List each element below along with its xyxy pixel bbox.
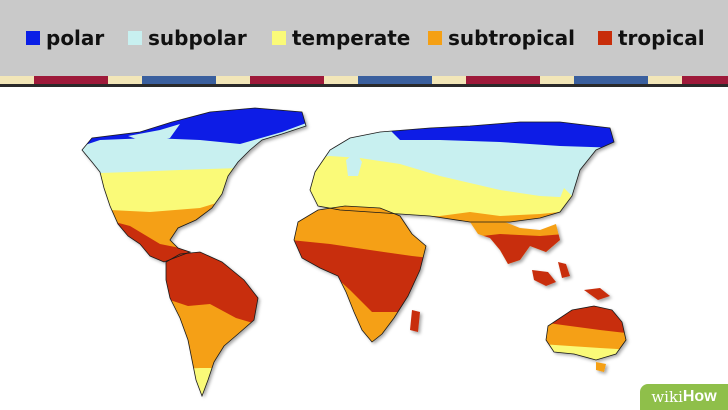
continent-outlines	[81, 107, 627, 398]
tropical-swatch	[598, 31, 612, 45]
stripe-segment	[250, 76, 324, 84]
decorative-stripe	[0, 76, 728, 84]
stripe-segment	[0, 76, 34, 84]
stripe-segment	[432, 76, 466, 84]
madagascar	[410, 310, 420, 332]
legend-label-tropical: tropical	[618, 26, 705, 50]
subtropical-swatch	[428, 31, 442, 45]
tasmania	[596, 362, 606, 372]
stripe-segment	[648, 76, 682, 84]
stripe-segment	[34, 76, 108, 84]
stripe-segment	[574, 76, 648, 84]
new-guinea	[584, 288, 610, 300]
polar-swatch	[26, 31, 40, 45]
divider-line	[0, 84, 728, 87]
australia-region	[546, 306, 626, 360]
legend-item-subtropical: subtropical	[428, 24, 575, 52]
south-america-region	[166, 252, 258, 396]
watermark-prefix: wiki	[651, 388, 683, 406]
subpolar-swatch	[128, 31, 142, 45]
temperate-swatch	[272, 31, 286, 45]
north-america-region	[82, 108, 306, 262]
legend-item-tropical: tropical	[598, 24, 705, 52]
stripe-segment	[358, 76, 432, 84]
legend-item-polar: polar	[26, 24, 104, 52]
stripe-segment	[216, 76, 250, 84]
south-asia-region	[470, 220, 560, 264]
legend-label-temperate: temperate	[292, 26, 411, 50]
legend-label-subtropical: subtropical	[448, 26, 576, 50]
stripe-segment	[682, 76, 728, 84]
climate-legend: polar subpolar temperate subtropical tro…	[0, 0, 728, 76]
indonesia-islands	[532, 270, 556, 286]
arctic-islands	[128, 124, 180, 144]
world-map-svg	[81, 107, 627, 398]
stripe-segment	[324, 76, 358, 84]
legend-label-subpolar: subpolar	[148, 26, 247, 50]
british-isles	[346, 152, 362, 176]
africa-region	[294, 206, 426, 342]
climate-world-map: wiki How	[0, 87, 728, 410]
watermark-suffix: How	[682, 388, 717, 405]
stripe-segment	[540, 76, 574, 84]
legend-item-subpolar: subpolar	[128, 24, 247, 52]
legend-label-polar: polar	[46, 26, 105, 50]
stripe-segment	[108, 76, 142, 84]
philippines	[558, 262, 570, 278]
stripe-segment	[142, 76, 216, 84]
stripe-segment	[466, 76, 540, 84]
legend-item-temperate: temperate	[272, 24, 410, 52]
wikihow-watermark: wiki How	[640, 384, 728, 410]
